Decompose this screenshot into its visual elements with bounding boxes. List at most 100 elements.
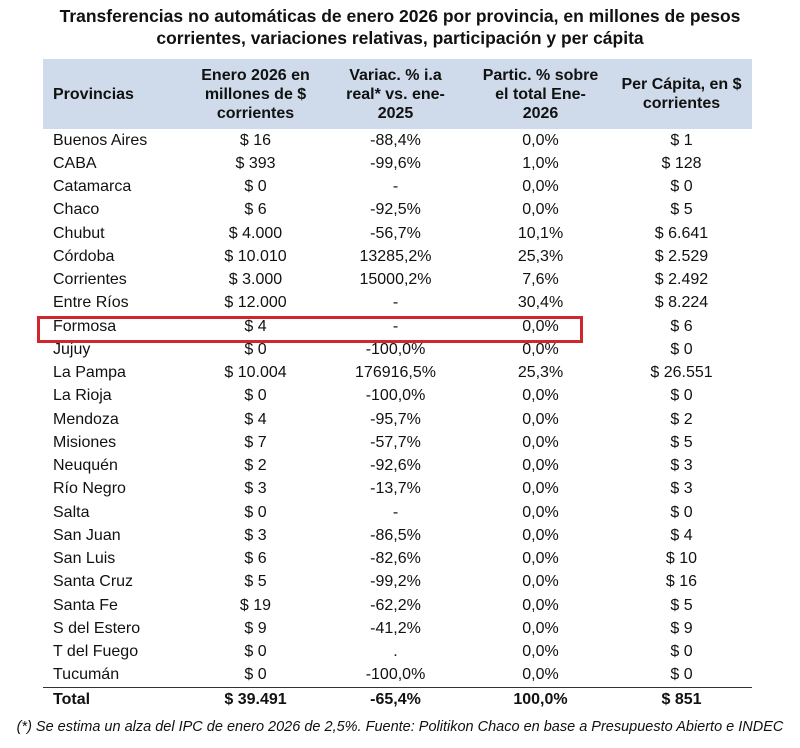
per-capita-cell: $ 3 <box>670 480 693 498</box>
participacion-cell: 0,0% <box>522 457 559 475</box>
enero-value-cell: $ 10.010 <box>224 247 287 265</box>
participacion-cell: 0,0% <box>522 433 559 451</box>
variacion-cell: -65,4% <box>321 687 470 712</box>
table-row: Santa Fe $ 19 -62,2% 0,0% $ 5 <box>43 594 752 617</box>
variacion-cell: -100,0% <box>365 340 426 358</box>
header-variacion-line: 2025 <box>377 104 414 122</box>
table-row: S del Estero $ 9 -41,2% 0,0% $ 9 <box>43 617 752 640</box>
enero-value-cell: $ 3.000 <box>228 271 283 289</box>
per-capita-cell: $ 0 <box>670 503 693 521</box>
provincia-cell: Mendoza <box>53 410 119 428</box>
per-capita-cell: $ 0 <box>670 666 693 684</box>
title-line-1: Transferencias no automáticas de enero 2… <box>59 6 741 26</box>
enero-value-cell: $ 12.000 <box>224 294 287 312</box>
participacion-cell: 0,0% <box>522 340 559 358</box>
per-capita-cell: $ 0 <box>670 340 693 358</box>
provincia-cell: T del Fuego <box>53 643 139 661</box>
table-title: Transferencias no automáticas de enero 2… <box>0 5 800 49</box>
table-row: Tucumán $ 0 -100,0% 0,0% $ 0 <box>43 664 752 688</box>
participacion-cell: 25,3% <box>517 247 564 265</box>
provincia-cell: Buenos Aires <box>53 131 148 149</box>
enero-value-cell: $ 10.004 <box>224 364 287 382</box>
enero-value-cell: $ 0 <box>244 503 267 521</box>
enero-value-cell: $ 0 <box>244 387 267 405</box>
header-enero-line: Enero 2026 en <box>201 66 310 84</box>
provincia-cell: La Pampa <box>53 364 126 382</box>
header-per-capita-line: Per Cápita, en $ <box>621 76 742 93</box>
table-row: Corrientes $ 3.000 15000,2% 7,6% $ 2.492 <box>43 269 752 292</box>
per-capita-cell: $ 4 <box>670 526 693 544</box>
provincia-cell: Misiones <box>53 433 117 451</box>
header-enero: Enero 2026 en millones de $ corrientes <box>190 59 321 129</box>
participacion-cell: 100,0% <box>470 687 611 712</box>
participacion-cell: 0,0% <box>522 131 559 149</box>
participacion-cell: 0,0% <box>522 573 559 591</box>
provincia-cell: Río Negro <box>53 480 126 498</box>
per-capita-cell: $ 3 <box>670 457 693 475</box>
enero-value-cell: $ 5 <box>244 573 267 591</box>
variacion-cell: - <box>392 503 399 521</box>
table-row: Río Negro $ 3 -13,7% 0,0% $ 3 <box>43 478 752 501</box>
participacion-cell: 0,0% <box>522 201 559 219</box>
table-row: Jujuy $ 0 -100,0% 0,0% $ 0 <box>43 338 752 361</box>
enero-value-cell: $ 6 <box>244 550 267 568</box>
header-participacion-line: Partic. % sobre <box>482 66 599 84</box>
table-row: Chaco $ 6 -92,5% 0,0% $ 5 <box>43 199 752 222</box>
provincia-cell: Salta <box>53 503 90 521</box>
participacion-cell: 0,0% <box>522 550 559 568</box>
variacion-cell: -95,7% <box>370 410 421 428</box>
enero-value-cell: $ 9 <box>244 619 267 637</box>
header-per-capita: Per Cápita, en $ corrientes <box>611 59 752 129</box>
table-row: Catamarca $ 0 - 0,0% $ 0 <box>43 176 752 199</box>
participacion-cell: 25,3% <box>517 364 564 382</box>
variacion-cell: -100,0% <box>365 387 426 405</box>
enero-value-cell: $ 4 <box>244 410 267 428</box>
participacion-cell: 0,0% <box>522 596 559 614</box>
enero-value-cell: $ 16 <box>239 131 272 149</box>
variacion-cell: -92,6% <box>370 457 421 475</box>
provincia-cell: Neuquén <box>53 457 118 475</box>
variacion-cell: - <box>392 294 399 312</box>
header-variacion-line: real* vs. ene- <box>346 85 445 103</box>
variacion-cell: - <box>392 317 399 335</box>
participacion-cell: 0,0% <box>522 503 559 521</box>
per-capita-cell: $ 6.641 <box>654 224 709 242</box>
per-capita-cell: $ 5 <box>670 596 693 614</box>
header-per-capita-line: corrientes <box>642 95 721 112</box>
enero-value-cell: $ 7 <box>244 433 267 451</box>
table-row: San Juan $ 3 -86,5% 0,0% $ 4 <box>43 524 752 547</box>
enero-value-cell: $ 393 <box>235 154 276 172</box>
enero-value-cell: $ 0 <box>244 340 267 358</box>
variacion-cell: -56,7% <box>370 224 421 242</box>
variacion-cell: -86,5% <box>370 526 421 544</box>
provincia-cell: Chubut <box>53 224 105 242</box>
variacion-cell: -41,2% <box>370 619 421 637</box>
header-provincias: Provincias <box>53 85 134 103</box>
table-row: T del Fuego $ 0. 0,0% $ 0 <box>43 641 752 664</box>
table-row: La Rioja $ 0 -100,0% 0,0% $ 0 <box>43 385 752 408</box>
provincia-cell: Corrientes <box>53 271 127 289</box>
per-capita-cell: $ 5 <box>670 433 693 451</box>
total-row: Total $ 39.491 -65,4% 100,0% $ 851 <box>43 687 752 712</box>
provincia-cell: San Juan <box>53 526 121 544</box>
variacion-cell: -92,5% <box>370 201 421 219</box>
footnote: (*) Se estima un alza del IPC de enero 2… <box>16 719 784 735</box>
provincia-cell: Córdoba <box>53 247 115 265</box>
header-enero-line: corrientes <box>216 104 295 122</box>
per-capita-cell: $ 851 <box>611 687 752 712</box>
variacion-cell: -100,0% <box>365 666 426 684</box>
provincia-cell: Entre Ríos <box>53 294 129 312</box>
table-row: Formosa $ 4 - 0,0% $ 6 <box>43 315 752 338</box>
table-row: Entre Ríos $ 12.000 - 30,4% $ 8.224 <box>43 292 752 315</box>
header-row: Provincias Enero 2026 en millones de $ c… <box>43 59 752 129</box>
participacion-cell: 7,6% <box>522 271 559 289</box>
participacion-cell: 30,4% <box>517 294 564 312</box>
variacion-cell: 176916,5% <box>355 364 436 382</box>
table-body: Buenos Aires $ 16 -88,4% 0,0% $ 1 CABA $ 393 -9… <box>43 129 752 712</box>
participacion-cell: 0,0% <box>522 526 559 544</box>
table-row: Córdoba $ 10.010 13285,2% 25,3% $ 2.529 <box>43 245 752 268</box>
header-participacion-line: el total Ene- <box>495 85 586 103</box>
enero-value-cell: $ 4.000 <box>228 224 283 242</box>
variacion-cell: 15000,2% <box>359 271 432 289</box>
table-row: San Luis $ 6 -82,6% 0,0% $ 10 <box>43 548 752 571</box>
